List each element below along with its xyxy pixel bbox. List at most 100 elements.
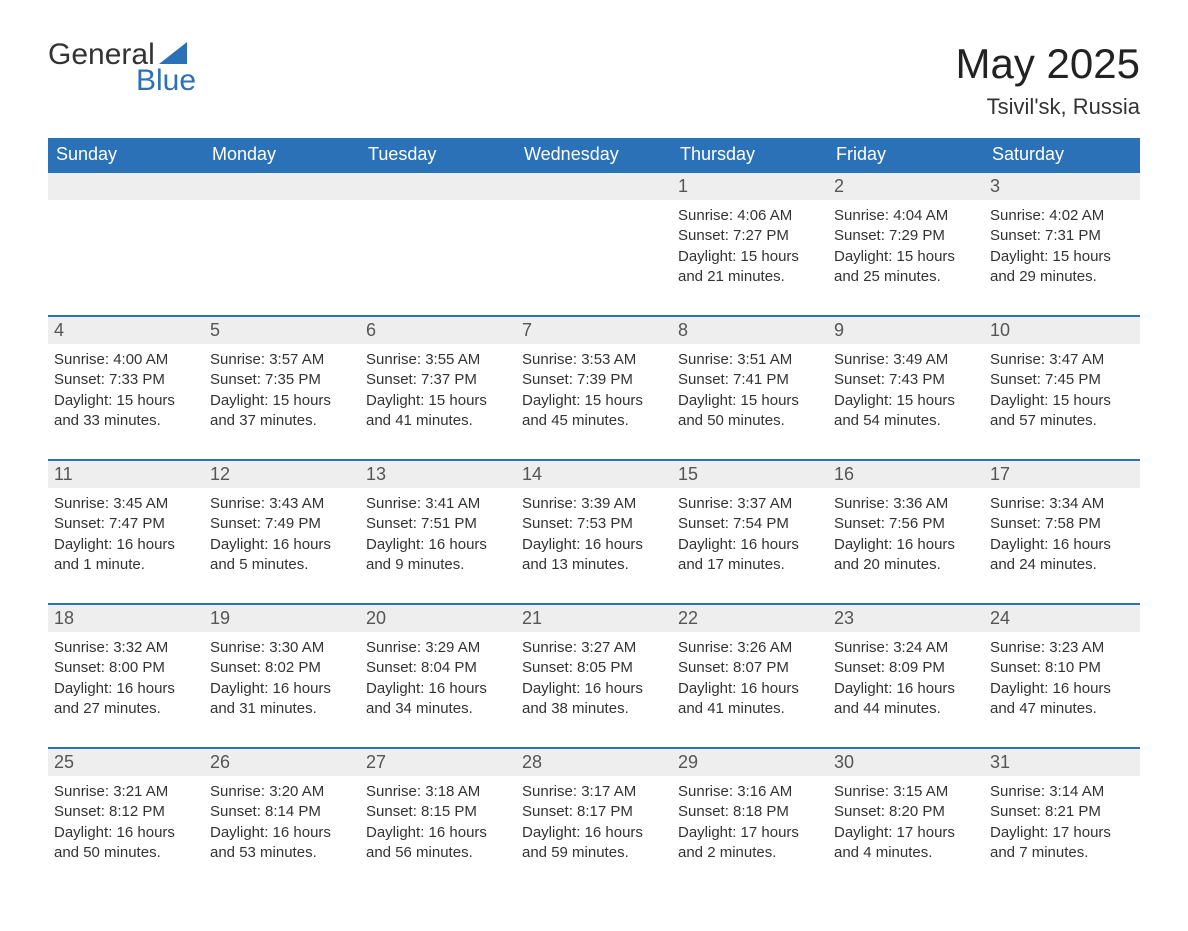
sunrise-line: Sunrise: 3:14 AM [990, 782, 1134, 802]
calendar-cell: 2Sunrise: 4:04 AMSunset: 7:29 PMDaylight… [828, 172, 984, 316]
sunrise-line: Sunrise: 3:41 AM [366, 494, 510, 514]
day-body: Sunrise: 3:17 AMSunset: 8:17 PMDaylight:… [516, 776, 672, 891]
sunset-line: Sunset: 7:31 PM [990, 226, 1134, 246]
sunset-line: Sunset: 8:10 PM [990, 658, 1134, 678]
weekday-header: Thursday [672, 138, 828, 172]
day-number: 30 [828, 749, 984, 776]
calendar-cell: 12Sunrise: 3:43 AMSunset: 7:49 PMDayligh… [204, 460, 360, 604]
sunrise-line: Sunrise: 3:43 AM [210, 494, 354, 514]
day-body [204, 200, 360, 304]
calendar-cell: 20Sunrise: 3:29 AMSunset: 8:04 PMDayligh… [360, 604, 516, 748]
calendar-cell: 13Sunrise: 3:41 AMSunset: 7:51 PMDayligh… [360, 460, 516, 604]
daylight-line: Daylight: 16 hours and 20 minutes. [834, 535, 978, 576]
day-number: 23 [828, 605, 984, 632]
calendar-cell: 6Sunrise: 3:55 AMSunset: 7:37 PMDaylight… [360, 316, 516, 460]
daylight-line: Daylight: 16 hours and 53 minutes. [210, 823, 354, 864]
calendar-cell: 4Sunrise: 4:00 AMSunset: 7:33 PMDaylight… [48, 316, 204, 460]
sunrise-line: Sunrise: 3:21 AM [54, 782, 198, 802]
sunset-line: Sunset: 8:21 PM [990, 802, 1134, 822]
daylight-line: Daylight: 15 hours and 45 minutes. [522, 391, 666, 432]
day-number: 26 [204, 749, 360, 776]
day-number [360, 173, 516, 200]
sunset-line: Sunset: 7:35 PM [210, 370, 354, 390]
calendar-body: 1Sunrise: 4:06 AMSunset: 7:27 PMDaylight… [48, 172, 1140, 891]
day-body: Sunrise: 3:47 AMSunset: 7:45 PMDaylight:… [984, 344, 1140, 459]
sunset-line: Sunset: 7:54 PM [678, 514, 822, 534]
day-number: 18 [48, 605, 204, 632]
daylight-line: Daylight: 15 hours and 29 minutes. [990, 247, 1134, 288]
day-body: Sunrise: 3:57 AMSunset: 7:35 PMDaylight:… [204, 344, 360, 459]
daylight-line: Daylight: 15 hours and 54 minutes. [834, 391, 978, 432]
day-number: 8 [672, 317, 828, 344]
day-body: Sunrise: 3:29 AMSunset: 8:04 PMDaylight:… [360, 632, 516, 747]
sunrise-line: Sunrise: 4:06 AM [678, 206, 822, 226]
sunset-line: Sunset: 8:18 PM [678, 802, 822, 822]
sunset-line: Sunset: 7:49 PM [210, 514, 354, 534]
calendar-cell: 7Sunrise: 3:53 AMSunset: 7:39 PMDaylight… [516, 316, 672, 460]
day-body: Sunrise: 4:04 AMSunset: 7:29 PMDaylight:… [828, 200, 984, 315]
weekday-header: Sunday [48, 138, 204, 172]
sunrise-line: Sunrise: 3:47 AM [990, 350, 1134, 370]
day-body: Sunrise: 4:02 AMSunset: 7:31 PMDaylight:… [984, 200, 1140, 315]
sunset-line: Sunset: 7:58 PM [990, 514, 1134, 534]
sunrise-line: Sunrise: 3:57 AM [210, 350, 354, 370]
sunrise-line: Sunrise: 3:26 AM [678, 638, 822, 658]
calendar-cell: 25Sunrise: 3:21 AMSunset: 8:12 PMDayligh… [48, 748, 204, 891]
day-number: 16 [828, 461, 984, 488]
calendar-week-row: 11Sunrise: 3:45 AMSunset: 7:47 PMDayligh… [48, 460, 1140, 604]
day-body: Sunrise: 3:37 AMSunset: 7:54 PMDaylight:… [672, 488, 828, 603]
sunrise-line: Sunrise: 3:32 AM [54, 638, 198, 658]
weekday-header: Tuesday [360, 138, 516, 172]
calendar-cell: 30Sunrise: 3:15 AMSunset: 8:20 PMDayligh… [828, 748, 984, 891]
day-body: Sunrise: 3:26 AMSunset: 8:07 PMDaylight:… [672, 632, 828, 747]
day-number: 27 [360, 749, 516, 776]
sunrise-line: Sunrise: 3:55 AM [366, 350, 510, 370]
sunrise-line: Sunrise: 3:49 AM [834, 350, 978, 370]
logo-word-2: Blue [136, 66, 196, 96]
sunset-line: Sunset: 8:15 PM [366, 802, 510, 822]
sunrise-line: Sunrise: 3:34 AM [990, 494, 1134, 514]
sunrise-line: Sunrise: 3:20 AM [210, 782, 354, 802]
calendar-cell: 9Sunrise: 3:49 AMSunset: 7:43 PMDaylight… [828, 316, 984, 460]
sunset-line: Sunset: 7:53 PM [522, 514, 666, 534]
daylight-line: Daylight: 16 hours and 34 minutes. [366, 679, 510, 720]
sunrise-line: Sunrise: 3:39 AM [522, 494, 666, 514]
day-number: 24 [984, 605, 1140, 632]
daylight-line: Daylight: 16 hours and 50 minutes. [54, 823, 198, 864]
daylight-line: Daylight: 15 hours and 50 minutes. [678, 391, 822, 432]
calendar-cell: 26Sunrise: 3:20 AMSunset: 8:14 PMDayligh… [204, 748, 360, 891]
day-number: 1 [672, 173, 828, 200]
sunrise-line: Sunrise: 3:18 AM [366, 782, 510, 802]
sunrise-line: Sunrise: 3:17 AM [522, 782, 666, 802]
sunset-line: Sunset: 8:07 PM [678, 658, 822, 678]
day-body: Sunrise: 3:14 AMSunset: 8:21 PMDaylight:… [984, 776, 1140, 891]
day-number: 4 [48, 317, 204, 344]
calendar-cell: 14Sunrise: 3:39 AMSunset: 7:53 PMDayligh… [516, 460, 672, 604]
sunset-line: Sunset: 8:04 PM [366, 658, 510, 678]
day-body [48, 200, 204, 304]
day-body [516, 200, 672, 304]
calendar-cell: 31Sunrise: 3:14 AMSunset: 8:21 PMDayligh… [984, 748, 1140, 891]
title-block: May 2025 Tsivil'sk, Russia [956, 40, 1140, 120]
day-body: Sunrise: 3:41 AMSunset: 7:51 PMDaylight:… [360, 488, 516, 603]
daylight-line: Daylight: 16 hours and 27 minutes. [54, 679, 198, 720]
daylight-line: Daylight: 16 hours and 59 minutes. [522, 823, 666, 864]
calendar-cell [48, 172, 204, 316]
sunset-line: Sunset: 7:56 PM [834, 514, 978, 534]
daylight-line: Daylight: 15 hours and 41 minutes. [366, 391, 510, 432]
day-body: Sunrise: 3:43 AMSunset: 7:49 PMDaylight:… [204, 488, 360, 603]
day-number: 25 [48, 749, 204, 776]
sunrise-line: Sunrise: 3:53 AM [522, 350, 666, 370]
sunset-line: Sunset: 8:17 PM [522, 802, 666, 822]
sunrise-line: Sunrise: 3:16 AM [678, 782, 822, 802]
day-body: Sunrise: 3:30 AMSunset: 8:02 PMDaylight:… [204, 632, 360, 747]
day-number: 28 [516, 749, 672, 776]
daylight-line: Daylight: 15 hours and 25 minutes. [834, 247, 978, 288]
daylight-line: Daylight: 16 hours and 31 minutes. [210, 679, 354, 720]
day-body: Sunrise: 3:21 AMSunset: 8:12 PMDaylight:… [48, 776, 204, 891]
calendar-cell: 27Sunrise: 3:18 AMSunset: 8:15 PMDayligh… [360, 748, 516, 891]
sunrise-line: Sunrise: 3:37 AM [678, 494, 822, 514]
day-number [516, 173, 672, 200]
day-body: Sunrise: 3:34 AMSunset: 7:58 PMDaylight:… [984, 488, 1140, 603]
day-body: Sunrise: 3:36 AMSunset: 7:56 PMDaylight:… [828, 488, 984, 603]
